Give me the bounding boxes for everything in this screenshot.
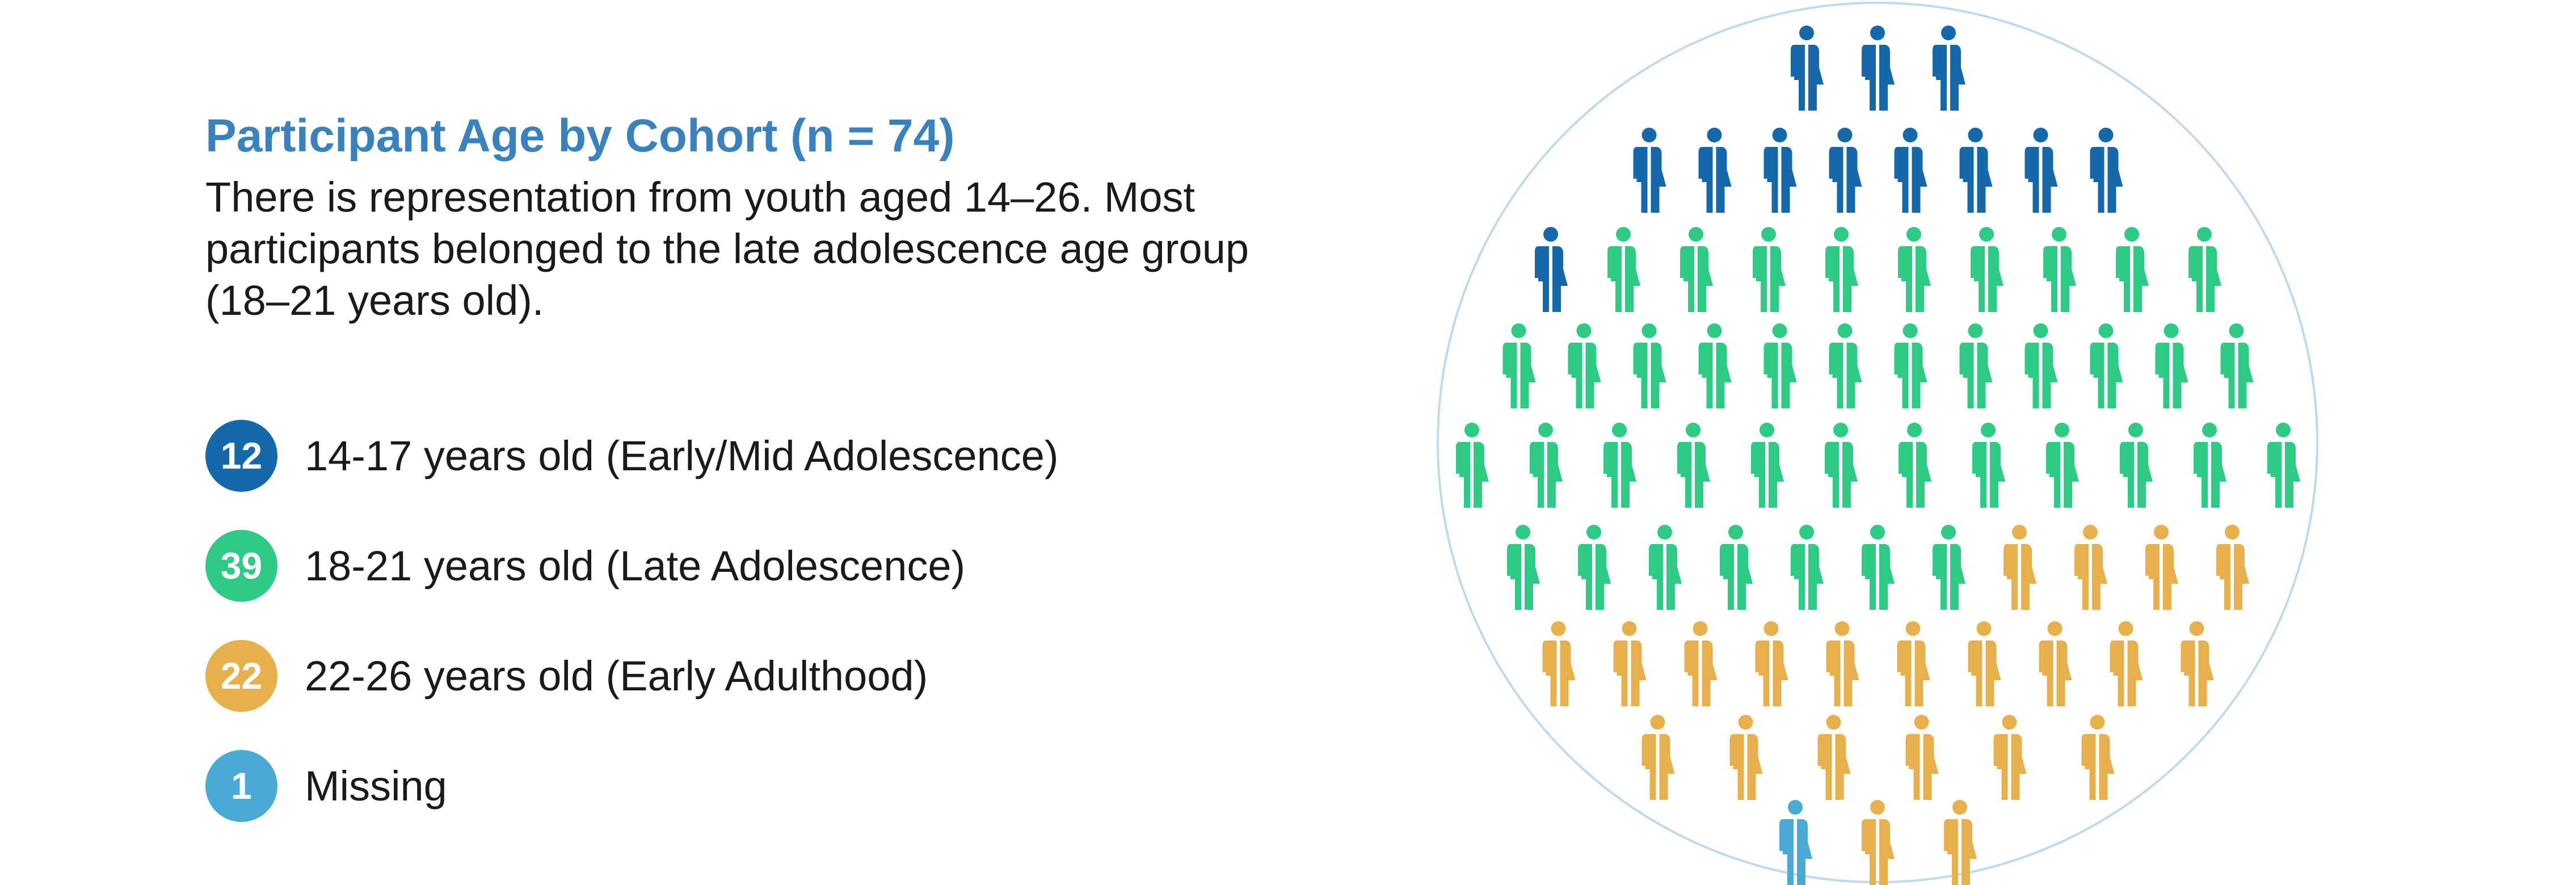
legend-item-late: 39 18-21 years old (Late Adolescence) — [205, 511, 1059, 621]
person-icon — [2003, 525, 2036, 610]
person-icon — [1817, 715, 1851, 800]
person-icon — [1607, 227, 1640, 312]
figures-group — [1456, 26, 2300, 885]
person-icon — [2155, 323, 2188, 408]
person-icon — [1763, 128, 1797, 213]
chart-title: Participant Age by Cohort (n = 74) — [205, 110, 955, 162]
person-icon — [1502, 323, 1536, 408]
person-icon — [1905, 715, 1939, 800]
person-icon — [1456, 423, 1489, 508]
person-icon — [1972, 423, 2005, 508]
person-icon — [1677, 423, 1710, 508]
legend: 12 14-17 years old (Early/Mid Adolescenc… — [205, 401, 1059, 841]
count-badge: 12 — [205, 419, 277, 492]
person-icon — [1826, 621, 1859, 706]
person-icon — [1684, 621, 1718, 706]
person-icon — [1933, 26, 1965, 111]
person-icon — [1535, 227, 1568, 312]
person-icon — [2181, 621, 2214, 706]
person-icon — [1753, 227, 1786, 312]
person-icon — [2220, 323, 2254, 408]
person-icon — [1933, 525, 1965, 610]
person-icon — [1825, 423, 1858, 508]
person-icon — [2216, 525, 2249, 610]
legend-item-early-adult: 22 22-26 years old (Early Adulthood) — [205, 621, 1059, 731]
person-icon — [2120, 423, 2153, 508]
person-icon — [2024, 323, 2058, 408]
person-icon — [1633, 323, 1666, 408]
person-icon — [2024, 128, 2058, 213]
person-icon — [2090, 323, 2123, 408]
person-icon — [1959, 128, 1993, 213]
count-badge: 39 — [205, 529, 277, 602]
person-icon — [1720, 525, 1753, 610]
person-icon — [1829, 323, 1862, 408]
person-icon — [1751, 423, 1784, 508]
person-icon — [1993, 715, 2027, 800]
pictogram-circle — [1437, 2, 2318, 883]
person-icon — [1530, 423, 1563, 508]
person-icon — [2194, 423, 2226, 508]
person-icon — [1542, 621, 1576, 706]
person-icon — [1862, 800, 1895, 885]
person-icon — [1729, 715, 1763, 800]
person-icon — [1698, 323, 1732, 408]
pictogram-chart — [1437, 2, 2318, 885]
legend-label: 18-21 years old (Late Adolescence) — [305, 542, 966, 589]
person-icon — [2090, 128, 2123, 213]
person-icon — [2081, 715, 2115, 800]
person-icon — [1944, 800, 1977, 885]
person-icon — [1829, 128, 1862, 213]
person-icon — [1791, 26, 1824, 111]
person-icon — [2188, 227, 2221, 312]
person-icon — [2110, 621, 2143, 706]
person-icon — [1779, 800, 1812, 885]
legend-label: Missing — [305, 762, 447, 810]
person-icon — [1698, 128, 1732, 213]
person-icon — [2267, 423, 2300, 508]
person-icon — [2043, 227, 2076, 312]
person-icon — [1825, 227, 1858, 312]
legend-item-missing: 1 Missing — [205, 731, 1059, 841]
person-icon — [1507, 525, 1540, 610]
person-icon — [2046, 423, 2079, 508]
person-icon — [2074, 525, 2107, 610]
count-badge: 1 — [205, 749, 277, 822]
person-icon — [1755, 621, 1788, 706]
person-icon — [2145, 525, 2178, 610]
person-icon — [1897, 621, 1930, 706]
person-icon — [2039, 621, 2072, 706]
person-icon — [2116, 227, 2149, 312]
person-icon — [1894, 128, 1927, 213]
person-icon — [1680, 227, 1713, 312]
person-icon — [1649, 525, 1682, 610]
legend-label: 14-17 years old (Early/Mid Adolescence) — [305, 432, 1059, 479]
legend-item-early-mid: 12 14-17 years old (Early/Mid Adolescenc… — [205, 401, 1059, 511]
person-icon — [1862, 525, 1895, 610]
person-icon — [1568, 323, 1601, 408]
person-icon — [1971, 227, 2003, 312]
person-icon — [1862, 26, 1895, 111]
person-icon — [1959, 323, 1993, 408]
person-icon — [1763, 323, 1797, 408]
person-icon — [1578, 525, 1611, 610]
person-icon — [1968, 621, 2001, 706]
person-icon — [1899, 423, 1931, 508]
person-icon — [1641, 715, 1675, 800]
person-icon — [1633, 128, 1666, 213]
person-icon — [1898, 227, 1931, 312]
legend-label: 22-26 years old (Early Adulthood) — [305, 652, 928, 699]
person-icon — [1603, 423, 1636, 508]
person-icon — [1613, 621, 1647, 706]
text-panel: Participant Age by Cohort (n = 74) There… — [205, 108, 1283, 326]
person-icon — [1791, 525, 1824, 610]
person-icon — [1894, 323, 1927, 408]
count-badge: 22 — [205, 639, 277, 712]
chart-description: There is representation from youth aged … — [205, 174, 1249, 324]
